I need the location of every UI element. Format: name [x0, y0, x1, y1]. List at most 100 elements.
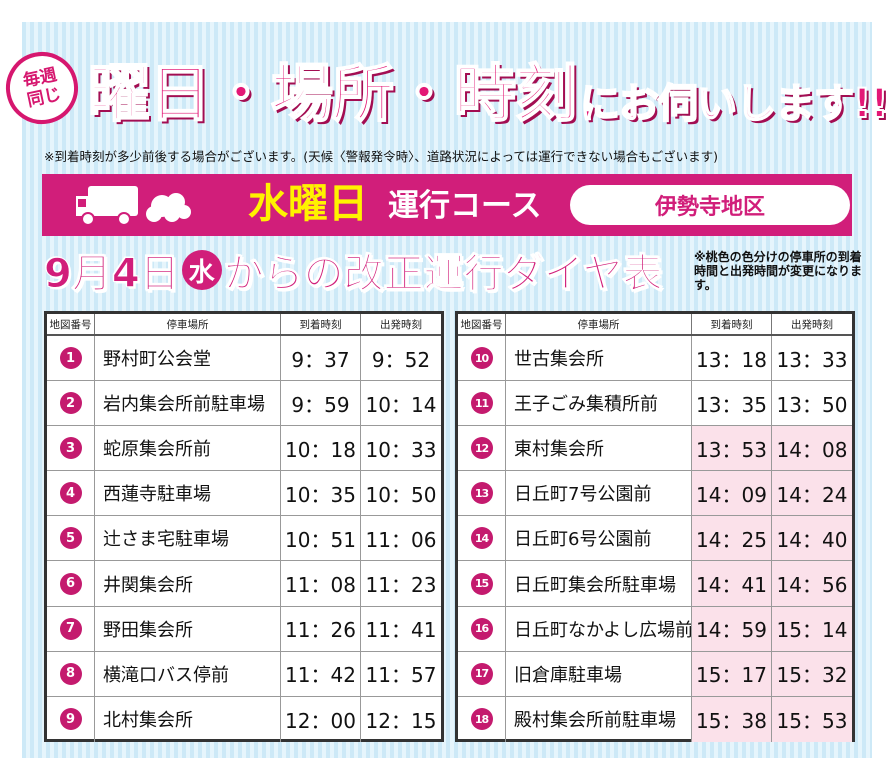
depart-time: 12：15 [365, 708, 437, 733]
depart-time: 14：24 [772, 471, 852, 516]
revision-date: 9月4日 [44, 251, 181, 298]
course-bar: 水曜日 運行コース 伊勢寺地区 [42, 174, 852, 236]
stop-number-badge: 16 [470, 617, 493, 640]
stop-number-cell: 10 [458, 336, 506, 381]
stop-number-cell: 12 [458, 426, 506, 471]
arrive-time: 11：42 [281, 651, 361, 696]
arrive-time: 10：35 [281, 471, 361, 516]
stop-number-cell: 8 [47, 651, 95, 696]
stop-number-badge: 10 [470, 347, 493, 370]
stop-number-cell: 4 [47, 471, 95, 516]
stop-number-cell: 6 [47, 561, 95, 606]
stop-number-cell: 13 [458, 471, 506, 516]
depart-time: 10：33 [365, 437, 437, 462]
stop-name: 蛇原集会所前 [95, 426, 281, 471]
depart-time: 11：57 [365, 663, 437, 688]
stop-name: 野田集会所 [95, 606, 281, 651]
stop-name: 岩内集会所前駐車場 [95, 381, 281, 426]
table-row: 2 岩内集会所前駐車場 9：59 10：14 [47, 381, 441, 427]
table-row: 6 井関集会所 11：08 11：23 [47, 561, 441, 607]
col-name: 停車場所 [95, 314, 281, 334]
stop-number-badge: 18 [470, 708, 493, 731]
depart-time: 15：53 [772, 696, 852, 742]
district-pill: 伊勢寺地区 [570, 185, 850, 225]
truck-icon [76, 186, 191, 226]
col-depart: 出発時刻 [380, 318, 422, 331]
table-row: 11 王子ごみ集積所前 13：35 13：50 [458, 381, 852, 427]
table-row: 16 日丘町なかよし広場前 14：59 15：14 [458, 606, 852, 652]
stop-number-cell: 3 [47, 426, 95, 471]
depart-time: 11：23 [365, 573, 437, 598]
table-row: 9 北村集会所 12：00 12：15 [47, 696, 441, 742]
depart-time: 11：41 [365, 618, 437, 643]
depart-time: 10：14 [365, 392, 437, 417]
col-arrive: 到着時刻 [281, 314, 361, 334]
table-row: 5 辻さま宅駐車場 10：51 11：06 [47, 516, 441, 562]
arrive-time: 14：41 [692, 561, 772, 606]
stop-number-cell: 5 [47, 516, 95, 561]
depart-time: 14：08 [772, 426, 852, 471]
arrive-time: 10：18 [281, 426, 361, 471]
table-row: 14 日丘町6号公園前 14：25 14：40 [458, 516, 852, 562]
stop-number-badge: 13 [470, 482, 493, 505]
depart-time: 14：40 [772, 516, 852, 561]
arrive-time: 11：26 [281, 606, 361, 651]
col-arrive: 到着時刻 [692, 314, 772, 334]
stop-number-badge: 15 [470, 572, 493, 595]
depart-time: 15：14 [772, 606, 852, 651]
arrive-time: 13：18 [692, 336, 772, 381]
col-no: 地図番号 [47, 314, 95, 334]
stop-number-badge: 2 [59, 392, 82, 415]
stop-number-cell: 7 [47, 606, 95, 651]
stop-number-cell: 18 [458, 696, 506, 742]
stop-number-badge: 5 [59, 527, 82, 550]
stop-name: 世古集会所 [506, 336, 692, 381]
stop-number-badge: 7 [59, 617, 82, 640]
table-row: 1 野村町公会堂 9：37 9：52 [47, 336, 441, 382]
table-row: 17 旧倉庫駐車場 15：17 15：32 [458, 651, 852, 697]
table-row: 7 野田集会所 11：26 11：41 [47, 606, 441, 652]
arrive-time: 9：37 [281, 336, 361, 381]
stop-name: 日丘町6号公園前 [506, 516, 692, 561]
table-row: 12 東村集会所 13：53 14：08 [458, 426, 852, 472]
arrival-note: ※到着時刻が多少前後する場合がございます。(天候〈警報発令時〉、道路状況によって… [44, 149, 718, 164]
schedule-table-left: 地図番号 停車場所 到着時刻 出発時刻 1 野村町公会堂 9：37 9：52 2 岩内集会… [44, 311, 444, 742]
stop-number-badge: 1 [59, 347, 82, 370]
arrive-time: 9：59 [281, 381, 361, 426]
stop-name: 北村集会所 [95, 696, 281, 742]
depart-time: 11：06 [365, 527, 437, 552]
stop-number-badge: 17 [470, 662, 493, 685]
arrive-time: 13：35 [692, 381, 772, 426]
headline: 曜日・場所・時刻 にお伺いします!! [87, 44, 890, 134]
depart-time: 15：32 [772, 651, 852, 696]
stop-name: 横滝口バス停前 [95, 651, 281, 696]
stop-number-badge: 14 [470, 527, 493, 550]
stop-name: 辻さま宅駐車場 [95, 516, 281, 561]
stop-number-cell: 1 [47, 336, 95, 381]
headline-tail: にお伺いします!! [579, 80, 889, 128]
arrive-time: 14：25 [692, 516, 772, 561]
table-row: 18 殿村集会所前駐車場 15：38 15：53 [458, 696, 852, 742]
revision-title: 9月4日 水 からの改正運行ダイヤ表 [44, 240, 663, 300]
stop-name: 旧倉庫駐車場 [506, 651, 692, 696]
headline-main: 曜日・場所・時刻 [87, 56, 578, 131]
arrive-time: 15：38 [692, 696, 772, 742]
col-no: 地図番号 [458, 314, 506, 334]
schedule-table-right: 地図番号 停車場所 到着時刻 出発時刻 10 世古集会所 13：18 13：33 11 王… [455, 311, 855, 742]
stop-name: 東村集会所 [506, 426, 692, 471]
stop-name: 西蓮寺駐車場 [95, 471, 281, 516]
stop-number-cell: 11 [458, 381, 506, 426]
stop-number-badge: 4 [59, 482, 82, 505]
stop-name: 野村町公会堂 [95, 336, 281, 381]
stop-number-cell: 9 [47, 696, 95, 742]
depart-time: 13：33 [776, 347, 848, 372]
table-row: 8 横滝口バス停前 11：42 11：57 [47, 651, 441, 697]
stop-number-badge: 11 [470, 392, 493, 415]
table-header: 地図番号 停車場所 到着時刻 出発時刻 [458, 314, 852, 336]
stop-number-cell: 17 [458, 651, 506, 696]
stop-number-badge: 12 [470, 437, 493, 460]
arrive-time: 14：09 [692, 471, 772, 516]
stop-number-badge: 9 [59, 708, 82, 731]
depart-time: 9：52 [371, 347, 431, 372]
table-row: 10 世古集会所 13：18 13：33 [458, 336, 852, 382]
